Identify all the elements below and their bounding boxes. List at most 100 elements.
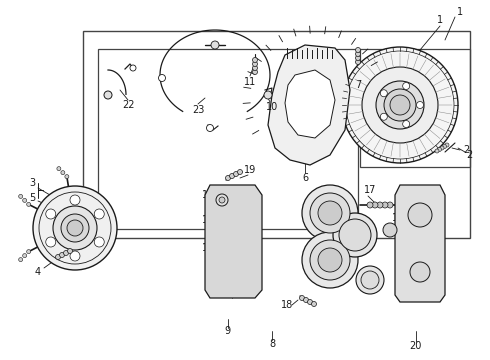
Text: 2: 2	[466, 150, 472, 160]
Text: 13: 13	[202, 215, 214, 225]
Bar	[360, 49, 470, 167]
Circle shape	[70, 251, 80, 261]
Circle shape	[70, 195, 80, 205]
Circle shape	[339, 219, 371, 251]
Circle shape	[23, 253, 26, 258]
Circle shape	[403, 82, 410, 90]
Circle shape	[252, 58, 258, 63]
Circle shape	[264, 91, 272, 99]
Circle shape	[308, 300, 313, 305]
Circle shape	[372, 202, 378, 208]
Circle shape	[380, 90, 387, 97]
Circle shape	[302, 185, 358, 241]
Circle shape	[252, 66, 258, 71]
Polygon shape	[268, 45, 350, 165]
Circle shape	[158, 75, 166, 81]
Circle shape	[383, 223, 397, 237]
Text: 14: 14	[202, 190, 214, 200]
Text: 10: 10	[266, 102, 278, 112]
Circle shape	[435, 149, 439, 153]
Circle shape	[408, 203, 432, 227]
Bar	[98, 49, 358, 229]
Polygon shape	[205, 185, 262, 298]
Circle shape	[445, 143, 449, 147]
Circle shape	[403, 121, 410, 127]
Circle shape	[440, 146, 444, 150]
Circle shape	[342, 47, 458, 163]
Circle shape	[310, 240, 350, 280]
Circle shape	[356, 51, 361, 57]
Circle shape	[55, 255, 60, 260]
Text: 15: 15	[400, 195, 412, 205]
Circle shape	[356, 48, 361, 53]
Circle shape	[65, 175, 69, 179]
Circle shape	[46, 209, 56, 219]
Text: 8: 8	[269, 339, 275, 349]
Circle shape	[310, 193, 350, 233]
Circle shape	[302, 232, 358, 288]
Circle shape	[390, 95, 410, 115]
Circle shape	[361, 271, 379, 289]
Circle shape	[333, 213, 377, 257]
Text: 5: 5	[29, 193, 35, 203]
Polygon shape	[285, 70, 335, 138]
Circle shape	[53, 206, 97, 250]
Circle shape	[252, 62, 258, 67]
Text: 4: 4	[35, 267, 41, 277]
Circle shape	[61, 214, 89, 242]
Circle shape	[68, 248, 73, 253]
Text: 19: 19	[244, 165, 256, 175]
Circle shape	[33, 186, 117, 270]
Circle shape	[380, 113, 387, 120]
Circle shape	[26, 249, 31, 253]
Circle shape	[252, 69, 258, 75]
Circle shape	[312, 302, 317, 306]
Circle shape	[225, 175, 230, 180]
Circle shape	[64, 251, 69, 256]
Circle shape	[130, 65, 136, 71]
Text: 9: 9	[225, 326, 231, 336]
Circle shape	[318, 201, 342, 225]
Circle shape	[229, 174, 235, 179]
Text: 1: 1	[457, 7, 463, 17]
Text: 3: 3	[29, 178, 35, 188]
Text: 11: 11	[244, 77, 256, 87]
Text: 17: 17	[364, 185, 376, 195]
Circle shape	[216, 194, 228, 206]
Circle shape	[356, 266, 384, 294]
Circle shape	[356, 59, 361, 64]
Circle shape	[23, 198, 26, 202]
Text: 7: 7	[355, 80, 361, 90]
Circle shape	[59, 252, 65, 257]
Circle shape	[356, 55, 361, 60]
Circle shape	[416, 102, 423, 108]
Circle shape	[410, 262, 430, 282]
Text: 23: 23	[192, 105, 204, 115]
Circle shape	[376, 81, 424, 129]
Circle shape	[19, 194, 23, 198]
Circle shape	[94, 209, 104, 219]
Circle shape	[19, 258, 23, 262]
Circle shape	[299, 296, 304, 301]
Circle shape	[367, 202, 373, 208]
Text: 12: 12	[202, 243, 214, 253]
Circle shape	[382, 202, 388, 208]
Circle shape	[318, 248, 342, 272]
Circle shape	[438, 148, 441, 152]
Circle shape	[238, 170, 243, 175]
Circle shape	[26, 202, 31, 206]
Circle shape	[67, 220, 83, 236]
Text: 18: 18	[281, 300, 293, 310]
Text: 6: 6	[302, 173, 308, 183]
Text: 20: 20	[409, 341, 422, 351]
Circle shape	[234, 171, 239, 176]
Circle shape	[94, 237, 104, 247]
Circle shape	[387, 202, 393, 208]
Circle shape	[303, 297, 309, 302]
Circle shape	[442, 144, 446, 148]
Text: 1: 1	[437, 15, 443, 25]
Circle shape	[219, 197, 225, 203]
Circle shape	[57, 167, 61, 171]
Circle shape	[61, 171, 65, 175]
Circle shape	[211, 41, 219, 49]
